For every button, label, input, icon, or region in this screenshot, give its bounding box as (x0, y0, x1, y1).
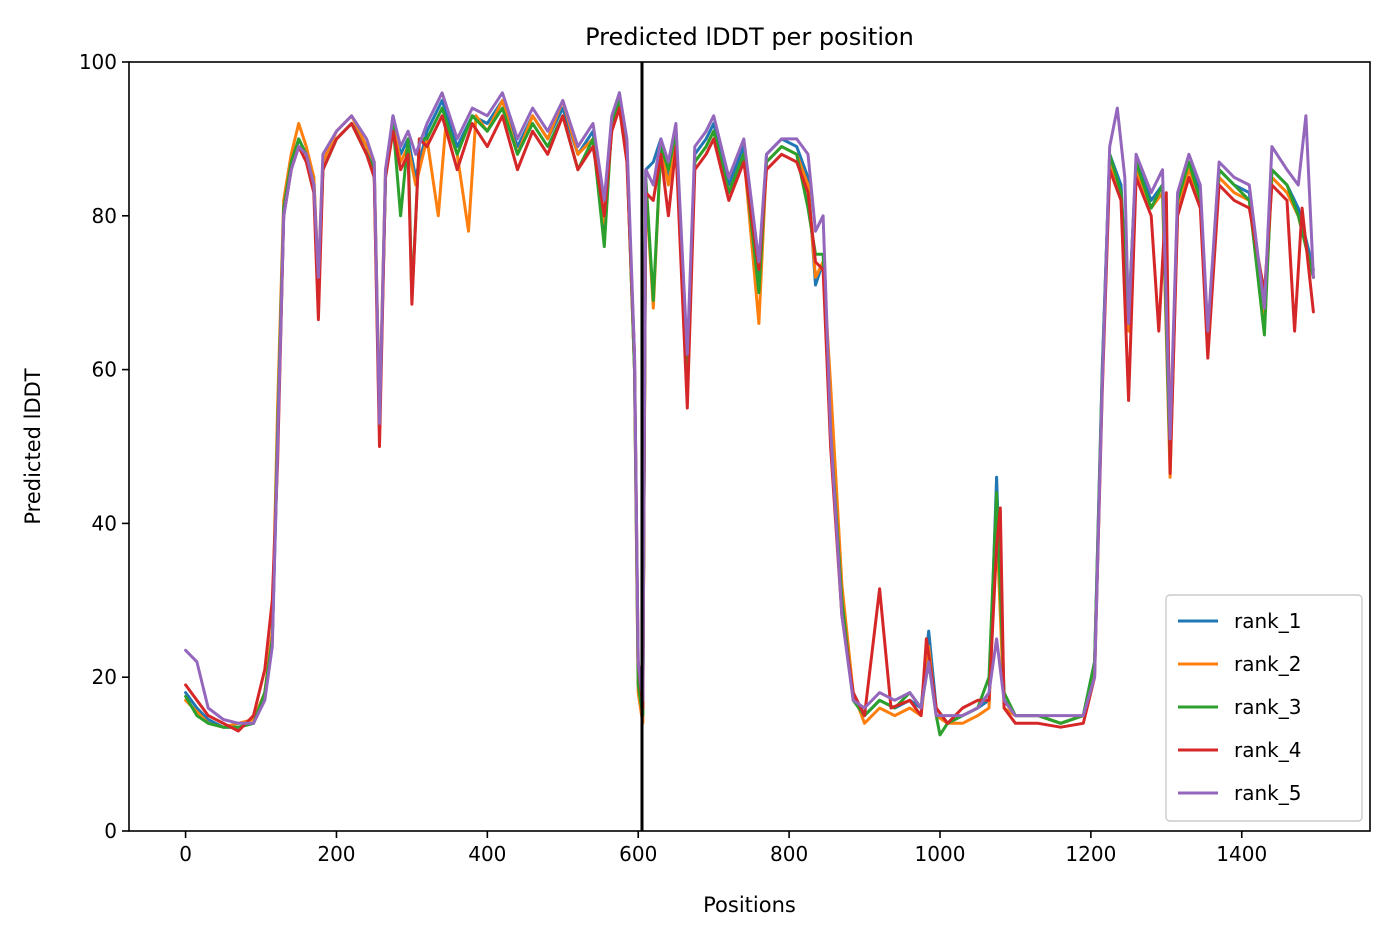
chart-title: Predicted lDDT per position (585, 23, 914, 51)
y-tick-label: 0 (104, 819, 117, 843)
legend-label-rank_5: rank_5 (1234, 781, 1301, 805)
x-tick-label: 200 (317, 842, 355, 866)
legend: rank_1 rank_2 rank_3 rank_4 rank_5 (1165, 594, 1363, 822)
y-tick-label: 40 (92, 511, 117, 535)
x-axis-ticks: 0 200 400 600 800 1000 1200 1400 (179, 831, 1267, 866)
y-tick-label: 80 (92, 204, 117, 228)
series-line-rank_5 (184, 91, 1315, 725)
y-tick-label: 20 (92, 665, 117, 689)
x-tick-label: 1000 (915, 842, 966, 866)
x-tick-label: 800 (770, 842, 808, 866)
x-axis-label: Positions (703, 893, 796, 917)
legend-box (1165, 594, 1363, 822)
series-line-rank_4 (184, 106, 1315, 733)
legend-label-rank_4: rank_4 (1234, 738, 1301, 762)
x-tick-label: 0 (179, 842, 192, 866)
x-tick-label: 1200 (1065, 842, 1116, 866)
y-axis-label: Predicted lDDT (21, 368, 45, 524)
series-layer (184, 91, 1315, 737)
y-tick-label: 100 (79, 50, 117, 74)
legend-label-rank_2: rank_2 (1234, 652, 1301, 676)
x-tick-label: 600 (619, 842, 657, 866)
x-tick-label: 400 (468, 842, 506, 866)
y-axis-ticks: 0 20 40 60 80 100 (79, 50, 129, 843)
legend-label-rank_1: rank_1 (1234, 609, 1301, 633)
y-tick-label: 60 (92, 358, 117, 382)
legend-label-rank_3: rank_3 (1234, 695, 1301, 719)
x-tick-label: 1400 (1216, 842, 1267, 866)
plot-frame (128, 61, 1371, 832)
